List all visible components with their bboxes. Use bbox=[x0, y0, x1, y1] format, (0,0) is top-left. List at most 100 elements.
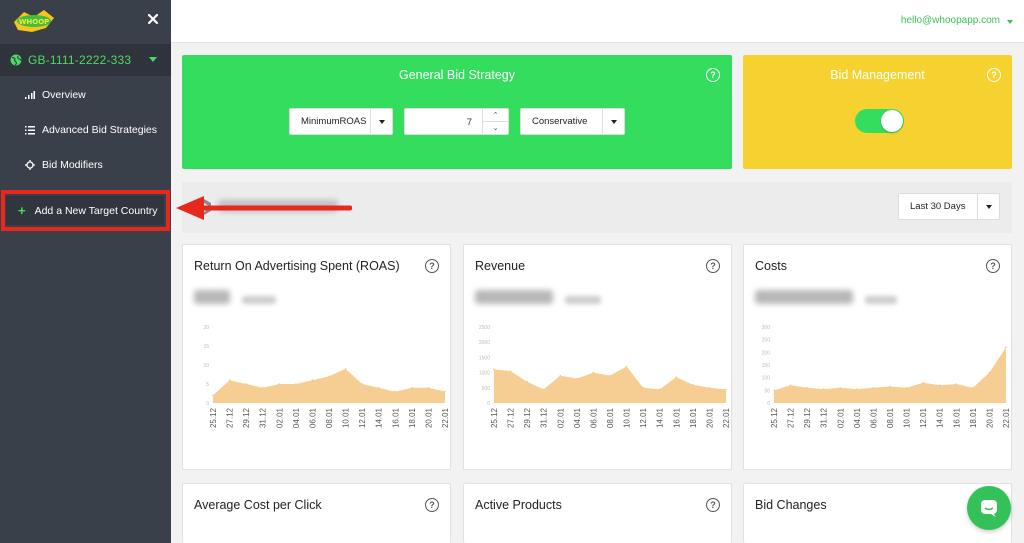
x-tick-label: 29.12 bbox=[523, 407, 532, 428]
data-point bbox=[394, 390, 397, 393]
mode-select[interactable]: Conservative bbox=[520, 108, 625, 135]
data-point bbox=[576, 377, 578, 380]
bid-management-toggle[interactable] bbox=[855, 109, 904, 133]
data-point bbox=[1005, 346, 1007, 349]
date-range-select[interactable]: Last 30 Days bbox=[898, 193, 1000, 220]
dropdown-toggle[interactable] bbox=[977, 194, 999, 219]
help-icon[interactable]: ? bbox=[706, 68, 720, 82]
whoop-logo[interactable]: WHOOP bbox=[10, 8, 58, 34]
x-tick-label: 02.01 bbox=[275, 407, 284, 428]
help-icon[interactable]: ? bbox=[986, 259, 1000, 273]
y-tick-label: 2500 bbox=[479, 325, 490, 331]
help-icon[interactable]: ? bbox=[987, 68, 1001, 82]
decrement-icon[interactable]: ⌄ bbox=[492, 124, 499, 132]
data-point bbox=[988, 371, 991, 374]
x-tick-label: 31.12 bbox=[820, 407, 829, 428]
data-point bbox=[625, 365, 628, 368]
x-tick-label: 22.01 bbox=[1002, 407, 1011, 428]
increment-icon[interactable]: ⌃ bbox=[483, 109, 508, 122]
account-selector[interactable]: GB-1111-2222-333 bbox=[0, 44, 171, 76]
data-point bbox=[658, 388, 661, 391]
y-tick-label: 0 bbox=[206, 401, 209, 407]
data-point bbox=[592, 371, 595, 374]
x-tick-label: 08.01 bbox=[886, 407, 895, 428]
costs-chart: 0 50 100 150 200 250 300 25.12 27.12 29.12 31.12 02… bbox=[762, 325, 1011, 428]
x-tick-label: 14.01 bbox=[656, 407, 665, 428]
y-tick-label: 0 bbox=[767, 401, 770, 407]
data-point bbox=[889, 385, 891, 388]
data-point bbox=[493, 368, 495, 371]
svg-text:WHOOP: WHOOP bbox=[19, 18, 50, 26]
help-icon[interactable]: ? bbox=[425, 259, 439, 273]
data-point bbox=[295, 383, 297, 385]
y-tick-label: 150 bbox=[762, 363, 771, 369]
data-point bbox=[773, 389, 775, 392]
card-title: Return On Advertising Spent (ROAS) bbox=[194, 259, 400, 273]
help-icon[interactable]: ? bbox=[425, 498, 439, 512]
sidebar-item-advanced-bid-strategies[interactable]: Advanced Bid Strategies bbox=[0, 116, 171, 144]
data-point bbox=[972, 387, 974, 389]
sidebar-item-overview[interactable]: Overview bbox=[0, 81, 171, 109]
roas-chart: 0 5 10 15 20 25.12 27.12 29.12 31.12 02.01 04.01 06… bbox=[203, 325, 450, 428]
panel-title: Bid Management bbox=[830, 68, 925, 82]
data-point bbox=[311, 379, 314, 381]
data-point bbox=[675, 376, 678, 378]
add-target-country-button[interactable]: + Add a New Target Country bbox=[6, 196, 164, 225]
sidebar: WHOOP GB-1111-2222-333 Overview Advanced… bbox=[0, 0, 171, 543]
series-area bbox=[213, 368, 445, 403]
bid-value-stepper[interactable]: 7 ⌃ ⌄ bbox=[404, 108, 509, 135]
card-metric bbox=[475, 290, 601, 304]
data-point bbox=[725, 388, 727, 391]
data-point bbox=[559, 374, 562, 377]
bar-chart-icon bbox=[24, 89, 36, 101]
dropdown-toggle[interactable] bbox=[602, 109, 624, 134]
x-tick-label: 02.01 bbox=[556, 407, 565, 428]
user-menu[interactable]: hello@whoopapp.com bbox=[900, 15, 1000, 26]
x-tick-label: 06.01 bbox=[589, 407, 598, 428]
chat-widget-button[interactable] bbox=[967, 486, 1011, 530]
red-arrow-annotation bbox=[176, 196, 352, 220]
y-tick-label: 1500 bbox=[479, 355, 490, 361]
chevron-down-icon bbox=[149, 57, 157, 62]
chat-icon bbox=[981, 500, 997, 517]
avg-cpc-card: Average Cost per Click ? bbox=[182, 483, 451, 543]
sidebar-item-label: Overview bbox=[42, 89, 86, 101]
data-point bbox=[806, 387, 808, 389]
costs-card: Costs ? 0 50 100 150 200 250 300 25.12 27.12 29.1… bbox=[743, 244, 1012, 470]
bid-value[interactable]: 7 bbox=[466, 117, 472, 128]
toggle-knob bbox=[881, 110, 903, 132]
highlight-annotation bbox=[1, 190, 170, 231]
x-tick-label: 27.12 bbox=[787, 407, 796, 428]
x-tick-label: 27.12 bbox=[226, 407, 235, 428]
strategy-select[interactable]: MinimumROAS bbox=[289, 108, 393, 135]
close-icon[interactable] bbox=[146, 12, 160, 26]
data-point bbox=[922, 381, 924, 384]
x-tick-label: 12.01 bbox=[919, 407, 928, 428]
help-icon[interactable]: ? bbox=[706, 259, 720, 273]
x-tick-label: 04.01 bbox=[853, 407, 862, 428]
crosshair-icon bbox=[24, 159, 36, 171]
data-point bbox=[212, 394, 214, 397]
x-tick-label: 18.01 bbox=[408, 407, 417, 428]
data-point bbox=[328, 375, 330, 378]
active-products-card: Active Products ? bbox=[463, 483, 732, 543]
data-point bbox=[261, 387, 264, 389]
help-icon[interactable]: ? bbox=[706, 498, 720, 512]
sidebar-item-bid-modifiers[interactable]: Bid Modifiers bbox=[0, 151, 171, 179]
data-point bbox=[609, 374, 611, 377]
x-tick-label: 14.01 bbox=[936, 407, 945, 428]
x-tick-label: 02.01 bbox=[836, 407, 845, 428]
data-point bbox=[938, 384, 941, 387]
plus-icon: + bbox=[18, 203, 26, 218]
date-range-value: Last 30 Days bbox=[910, 201, 966, 212]
revenue-chart: 0 500 1000 1500 2000 2500 25.12 27.12 29.12 31.12… bbox=[479, 325, 731, 428]
y-tick-label: 10 bbox=[203, 363, 209, 369]
data-point bbox=[692, 383, 694, 386]
dropdown-toggle[interactable] bbox=[370, 109, 392, 134]
stepper-arrows: ⌃ ⌄ bbox=[482, 109, 508, 134]
data-point bbox=[905, 387, 908, 389]
chevron-down-icon[interactable] bbox=[1007, 20, 1013, 24]
x-tick-label: 12.01 bbox=[358, 407, 367, 428]
sidebar-item-label: Bid Modifiers bbox=[42, 159, 103, 171]
x-tick-label: 25.12 bbox=[209, 407, 218, 428]
